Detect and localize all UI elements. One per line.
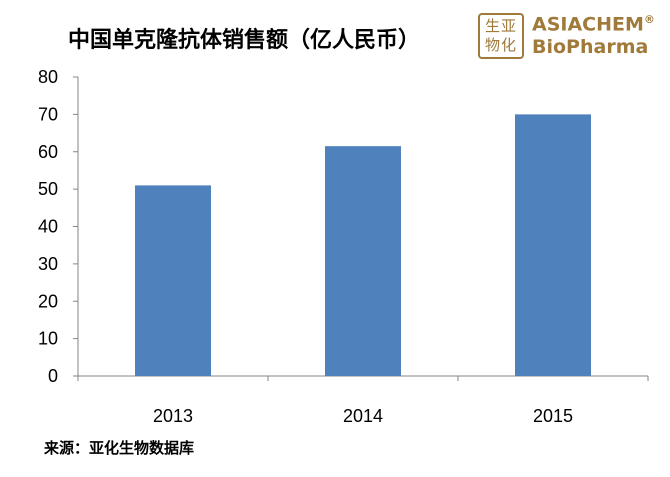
- x-tick-label: 2014: [343, 406, 383, 426]
- chart-title: 中国单克隆抗体销售额（亿人民币）: [68, 28, 421, 53]
- y-tick-label: 30: [38, 254, 58, 274]
- y-tick-label: 80: [38, 67, 58, 87]
- x-tick-label: 2013: [153, 406, 193, 426]
- x-tick-label: 2015: [533, 406, 573, 426]
- bar: [515, 114, 591, 376]
- asiachem-logo: 生亚物化 ASIACHEM® BioPharma: [478, 13, 658, 65]
- seal-logo: 生亚物化: [478, 13, 524, 59]
- bar: [325, 146, 401, 376]
- brand-line1: ASIACHEM: [532, 13, 644, 36]
- y-tick-label: 20: [38, 291, 58, 311]
- seal-text: 生亚物化: [484, 17, 517, 54]
- y-tick-label: 60: [38, 142, 58, 162]
- brand-subname: BioPharma: [532, 36, 649, 58]
- bar: [135, 185, 211, 376]
- y-tick-label: 0: [48, 366, 58, 386]
- y-tick-label: 50: [38, 179, 58, 199]
- source-note: 来源：亚化生物数据库: [44, 439, 195, 457]
- registered-mark: ®: [643, 13, 655, 26]
- y-tick-label: 10: [38, 329, 58, 349]
- y-tick-label: 40: [38, 217, 58, 237]
- brand-name: ASIACHEM®: [532, 13, 655, 35]
- y-tick-label: 70: [38, 104, 58, 124]
